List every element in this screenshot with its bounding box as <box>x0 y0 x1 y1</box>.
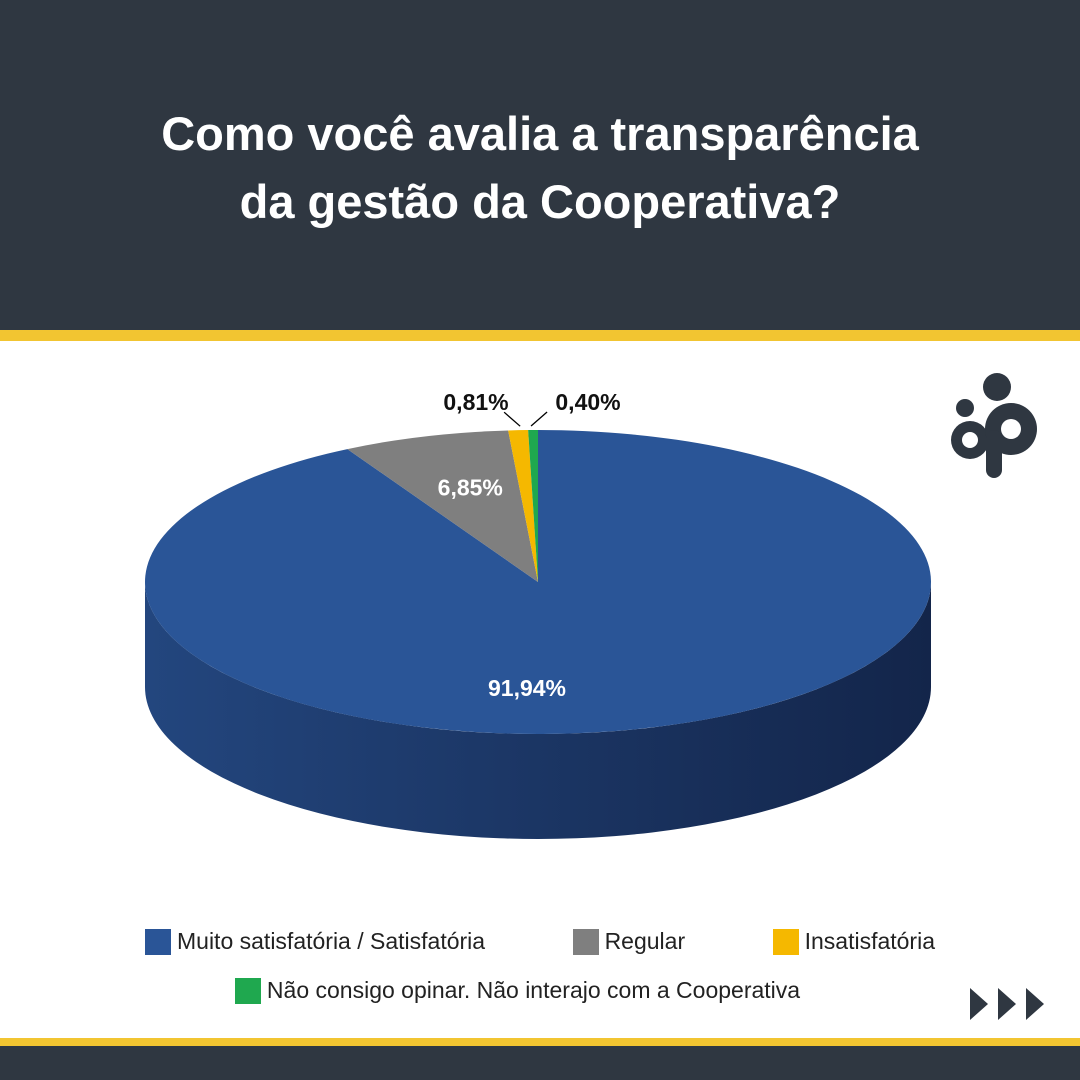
chart-title: Como você avalia a transparência da gest… <box>161 107 919 228</box>
logo <box>951 373 1037 478</box>
legend-label: Não consigo opinar. Não interajo com a C… <box>266 977 801 1003</box>
legend-row: Não consigo opinar. Não interajo com a C… <box>100 977 980 1004</box>
leader-line <box>530 411 548 427</box>
legend-label: Insatisfatória <box>804 928 935 954</box>
pie-slice <box>145 430 932 735</box>
legend-swatch <box>145 928 171 955</box>
legend: Muito satisfatória / Satisfatória Regular… <box>100 928 980 1026</box>
data-label: 6,85% <box>438 475 503 501</box>
footer <box>0 1046 1080 1080</box>
header: Como você avalia a transparência da gest… <box>0 0 1080 330</box>
legend-row: Muito satisfatória / Satisfatória Regular… <box>100 928 980 955</box>
pie-side <box>145 582 931 839</box>
pie-slice <box>508 430 538 582</box>
legend-label: Muito satisfatória / Satisfatória <box>177 928 486 954</box>
data-label: 91,94% <box>488 675 566 701</box>
legend-swatch <box>772 928 799 955</box>
legend-swatch <box>572 928 599 955</box>
next-arrows <box>970 988 1044 1020</box>
leader-line <box>503 411 521 427</box>
legend-item: Muito satisfatória / Satisfatória <box>145 928 485 955</box>
legend-label: Regular <box>604 928 686 954</box>
legend-item: Não consigo opinar. Não interajo com a C… <box>234 977 801 1004</box>
data-label: 0,40% <box>555 389 620 415</box>
data-label: 0,81% <box>443 389 508 415</box>
legend-swatch <box>234 977 261 1004</box>
pie-slice <box>528 430 538 582</box>
pie-slice <box>347 430 538 582</box>
stripe <box>0 1038 1080 1046</box>
legend-item: Insatisfatória <box>772 928 935 955</box>
stripe <box>0 330 1080 341</box>
legend-item: Regular <box>572 928 686 955</box>
